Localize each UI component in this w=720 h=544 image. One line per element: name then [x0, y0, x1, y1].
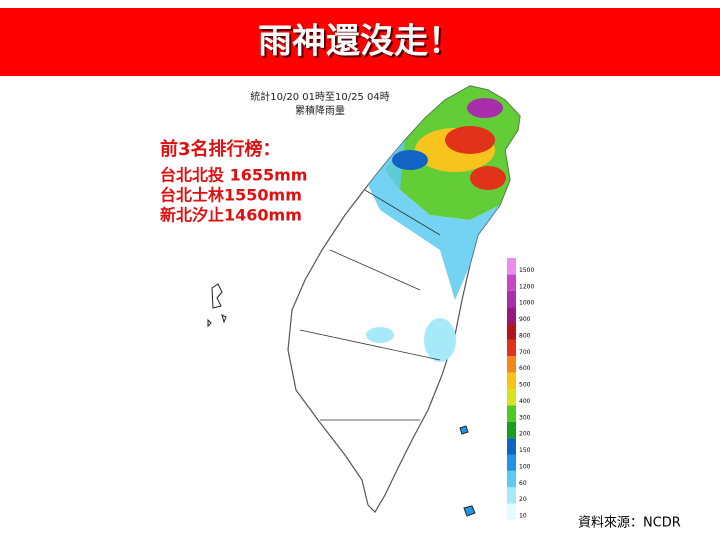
legend-swatch [507, 290, 516, 308]
county-border [299, 189, 441, 421]
legend-label: 500 [519, 382, 531, 389]
rain-area [368, 140, 500, 300]
legend-swatch [507, 487, 516, 504]
legend-label: 600 [519, 365, 531, 372]
legend-swatch [507, 470, 516, 488]
title: 雨神還沒走！ [258, 22, 462, 62]
legend-label: 800 [519, 332, 531, 339]
rain-area [470, 166, 506, 190]
legend-swatch [507, 339, 516, 357]
legend-swatch [507, 421, 516, 439]
legend-label: 700 [519, 349, 531, 356]
orchid-island [463, 505, 476, 517]
legend-swatch [507, 307, 516, 324]
legend-label: 150 [519, 447, 531, 454]
legend: 10 20 60 100 150 200 300 400 500 600 700 800 900 1000… [507, 258, 534, 520]
legend-label: 1000 [519, 300, 534, 307]
legend-swatch [507, 356, 516, 373]
rain-area [424, 318, 456, 362]
legend-label: 900 [519, 316, 531, 323]
legend-label: 1500 [519, 267, 534, 274]
source: 資料來源：NCDR [578, 516, 681, 531]
legend-swatch [507, 258, 516, 275]
penghu [207, 283, 227, 328]
taiwan-map [207, 85, 521, 517]
ranking-title: 前3名排行榜： [160, 138, 281, 160]
ranking-entry: 台北北投 1655mm [160, 166, 307, 185]
legend-swatch [507, 438, 516, 455]
legend-label: 20 [519, 496, 527, 503]
rain-area [467, 98, 503, 118]
rain-area [366, 327, 394, 343]
legend-label: 10 [519, 513, 527, 520]
rain-area [392, 150, 428, 170]
banner [0, 8, 720, 76]
legend-label: 1200 [519, 283, 534, 290]
ranking-entry: 台北士林1550mm [160, 186, 302, 205]
legend-swatch [507, 372, 516, 389]
legend-label: 300 [519, 414, 531, 421]
caption: 累積降雨量 [295, 104, 345, 117]
subtitle: 統計10/20 01時至10/25 04時 [250, 90, 389, 103]
rain-area [445, 126, 495, 154]
legend-swatch [507, 389, 516, 406]
legend-swatch [507, 323, 516, 340]
green-island [459, 425, 469, 435]
legend-swatch [507, 405, 516, 422]
legend-swatch [507, 503, 516, 520]
legend-label: 200 [519, 431, 531, 438]
legend-swatch [507, 454, 516, 471]
legend-label: 60 [519, 480, 527, 487]
legend-label: 100 [519, 463, 531, 470]
ranking-entry: 新北汐止1460mm [160, 206, 302, 225]
title-shadow: 雨神還沒走！ [260, 24, 464, 64]
legend-swatch [507, 274, 516, 291]
legend-label: 400 [519, 398, 531, 405]
